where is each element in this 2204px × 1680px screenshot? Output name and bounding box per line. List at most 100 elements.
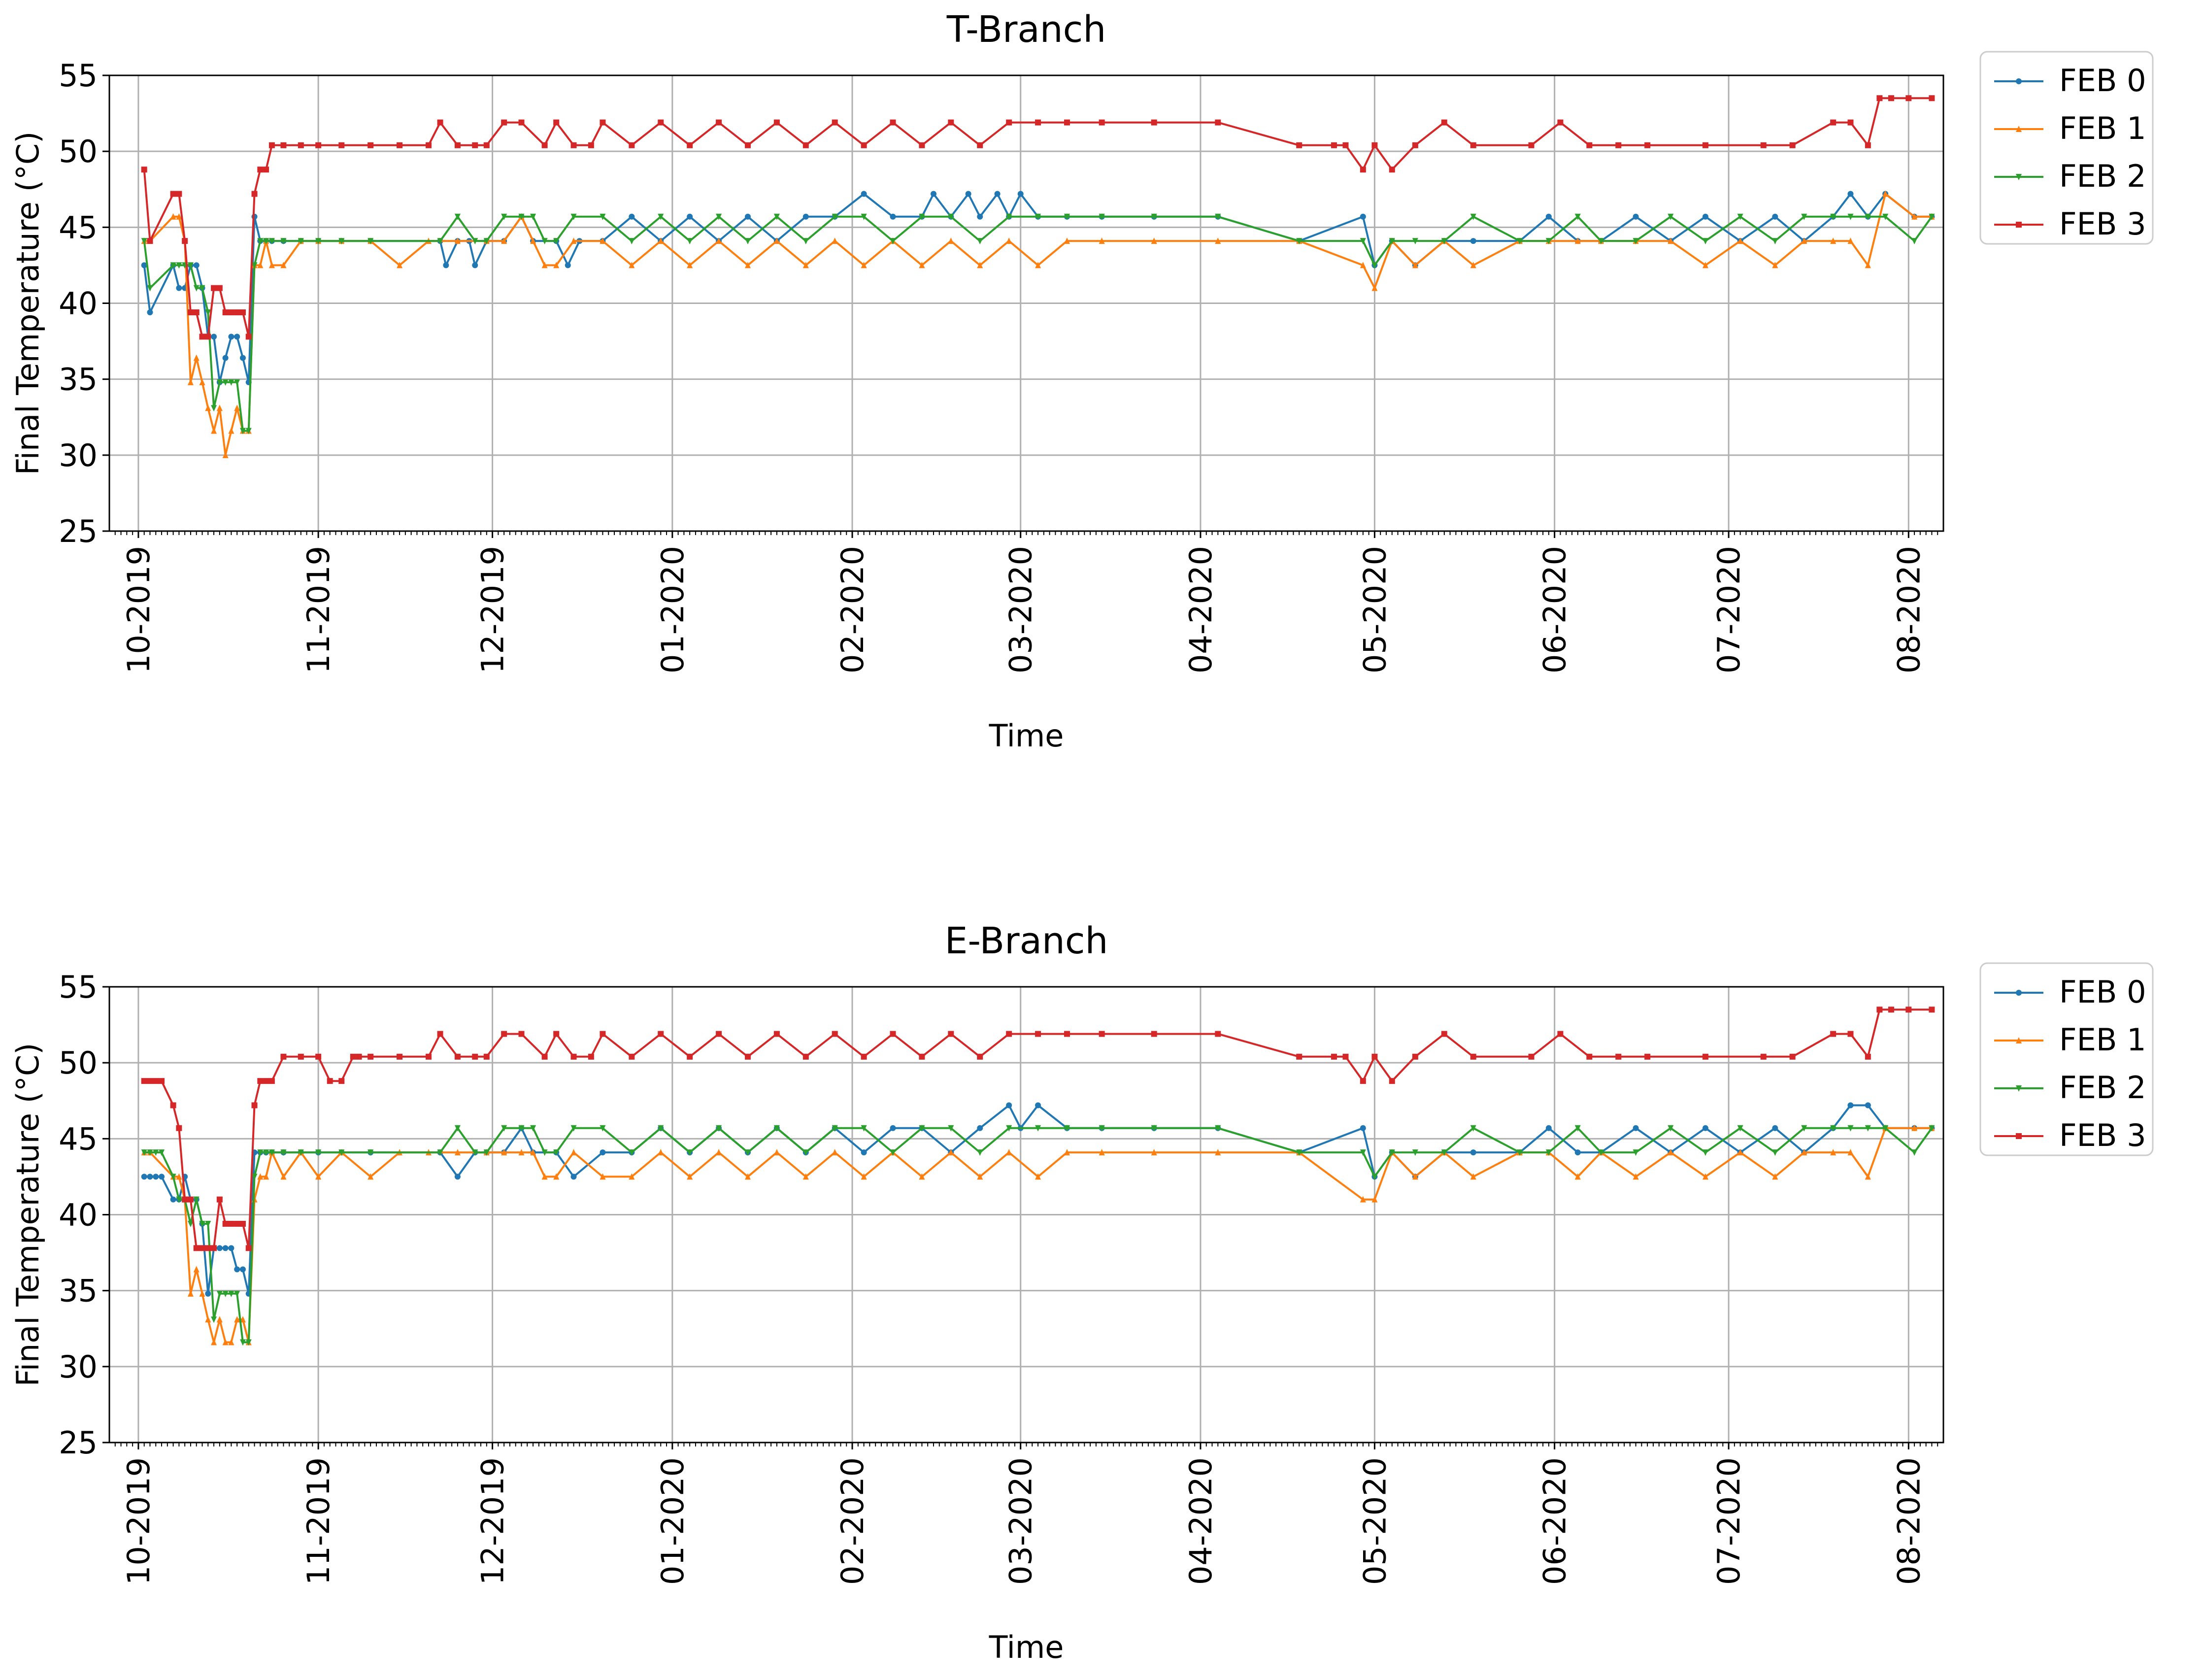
data-point: [1737, 237, 1743, 244]
data-point: [773, 237, 780, 244]
data-point: [861, 1173, 867, 1180]
x-tick-label: 03-2020: [1003, 1457, 1039, 1585]
data-point: [472, 238, 478, 245]
data-point: [1151, 119, 1157, 126]
data-point: [268, 262, 275, 269]
data-point: [948, 1125, 954, 1132]
data-point: [1865, 1102, 1871, 1109]
data-point: [1574, 237, 1581, 244]
data-point: [1470, 1149, 1476, 1156]
data-point: [553, 238, 560, 245]
data-point: [1847, 1102, 1854, 1109]
y-tick-label: 40: [59, 1197, 98, 1233]
data-point: [530, 237, 536, 244]
data-point: [1830, 119, 1837, 126]
data-point: [1830, 1149, 1837, 1156]
data-point: [1099, 119, 1105, 126]
data-point: [1847, 191, 1854, 197]
data-point: [1772, 1149, 1778, 1156]
data-point: [1035, 1125, 1041, 1132]
data-point: [1847, 119, 1854, 126]
legend: FEB 0 FEB 1 FEB 2 FEB 3: [1979, 962, 2154, 1156]
data-point: [1371, 1174, 1378, 1180]
data-point: [338, 1149, 345, 1156]
data-point: [170, 1102, 176, 1109]
data-point: [658, 1031, 664, 1037]
data-point: [1371, 284, 1378, 291]
x-tick-label: 02-2020: [835, 546, 870, 673]
data-point: [716, 1125, 722, 1132]
data-point: [315, 1053, 322, 1060]
data-point: [948, 237, 954, 244]
data-point: [239, 1266, 246, 1273]
data-point: [1557, 1031, 1564, 1037]
axes-frame: [108, 986, 1944, 1444]
data-point: [1905, 95, 1912, 101]
data-point: [716, 1031, 722, 1037]
data-point: [397, 1053, 403, 1060]
data-point: [170, 262, 176, 269]
y-tick-label: 30: [59, 437, 98, 473]
data-point: [600, 1031, 606, 1037]
data-point: [239, 1221, 246, 1227]
data-point: [1888, 95, 1894, 101]
data-point: [367, 1149, 374, 1156]
data-point: [919, 213, 925, 220]
data-point: [1911, 213, 1918, 220]
data-point: [1215, 1125, 1221, 1132]
data-point: [541, 238, 548, 245]
data-point: [1905, 1007, 1912, 1013]
data-point: [176, 1173, 182, 1180]
data-point: [397, 262, 403, 269]
data-point: [1371, 1196, 1378, 1203]
data-point: [570, 213, 577, 220]
data-point: [570, 1149, 577, 1156]
data-point: [257, 262, 264, 269]
data-point: [205, 404, 211, 411]
data-point: [216, 1290, 223, 1297]
gridlines: [109, 986, 1943, 1444]
data-point: [1516, 1149, 1523, 1156]
data-point: [211, 1316, 217, 1323]
data-point: [193, 309, 200, 315]
data-point: [472, 1149, 478, 1156]
data-point: [1389, 1149, 1395, 1156]
data-point: [251, 191, 258, 197]
data-point: [570, 1053, 577, 1060]
data-point: [1633, 213, 1639, 220]
data-point: [570, 1125, 577, 1132]
data-point: [861, 262, 867, 269]
data-point: [1006, 237, 1012, 244]
data-point: [367, 1173, 374, 1180]
data-point: [176, 1125, 182, 1131]
data-point: [541, 1173, 548, 1180]
data-point: [1151, 1149, 1157, 1156]
data-point: [977, 142, 983, 148]
chart-title: E-Branch: [945, 920, 1108, 962]
data-point: [1360, 213, 1366, 220]
data-point: [890, 238, 896, 245]
x-tick-label: 02-2020: [835, 1457, 870, 1585]
data-point: [1598, 1149, 1604, 1156]
data-point: [141, 1078, 147, 1084]
data-point: [1360, 1125, 1366, 1131]
data-point: [1331, 1053, 1337, 1060]
y-tick-label: 50: [59, 134, 98, 169]
data-point: [802, 1173, 809, 1180]
data-point: [228, 1290, 234, 1297]
data-point: [977, 1173, 983, 1180]
data-point: [147, 1078, 153, 1084]
data-point: [802, 1149, 809, 1156]
data-point: [239, 355, 246, 361]
data-point: [1929, 1125, 1935, 1132]
data-point: [1296, 1149, 1302, 1156]
data-point: [245, 1245, 252, 1251]
data-point: [1470, 1053, 1476, 1060]
data-point: [1441, 1031, 1447, 1037]
data-point: [216, 379, 223, 386]
data-point: [1702, 142, 1708, 148]
data-point: [773, 1031, 780, 1037]
x-tick-label: 11-2019: [301, 1457, 336, 1585]
data-point: [832, 1125, 838, 1132]
